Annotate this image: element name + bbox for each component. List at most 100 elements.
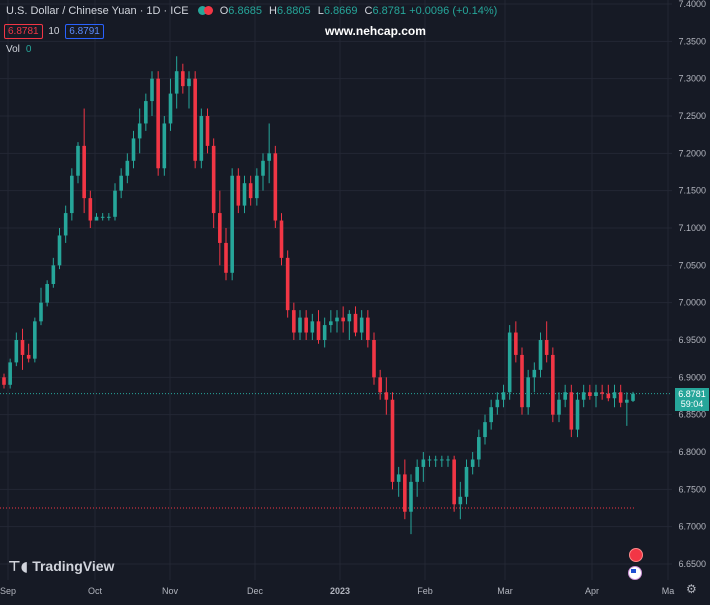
candle	[20, 328, 25, 370]
candle	[366, 310, 370, 348]
candle	[514, 321, 518, 363]
candle-body	[181, 71, 185, 87]
candle-body	[569, 392, 574, 430]
candle-body	[514, 332, 518, 355]
candle-body	[440, 459, 444, 461]
candle-body	[446, 459, 450, 461]
candle	[421, 452, 426, 482]
candle-body	[248, 183, 253, 199]
gear-icon[interactable]: ⚙	[686, 582, 697, 596]
candle	[569, 384, 574, 438]
candle-body	[606, 393, 611, 399]
candle-body	[2, 377, 6, 385]
candle	[205, 108, 210, 154]
candle	[501, 384, 506, 408]
candle	[588, 384, 592, 400]
candle-body	[458, 496, 463, 505]
candle	[544, 321, 549, 363]
candle-body	[470, 459, 475, 467]
candle-body	[390, 399, 395, 482]
candle-body	[464, 466, 469, 497]
buy-button[interactable]: 6.8791	[65, 24, 104, 39]
reference-lines	[0, 393, 672, 509]
candle-body	[285, 257, 290, 311]
candle-body	[8, 362, 12, 385]
candle-body	[292, 310, 296, 333]
alert-icon[interactable]	[629, 548, 643, 562]
candle-body	[588, 392, 592, 396]
candle	[347, 310, 352, 340]
candle-body	[137, 123, 142, 139]
candle	[181, 63, 185, 94]
y-tick-label: 6.9000	[678, 372, 706, 382]
candle-body	[433, 459, 438, 461]
delayed-data-icon[interactable]	[203, 6, 213, 15]
x-tick-label: Sep	[0, 586, 16, 596]
candle	[267, 123, 271, 184]
high-label: H	[269, 5, 277, 17]
candle	[100, 213, 105, 221]
candle	[137, 108, 142, 154]
candle-body	[304, 317, 308, 333]
candle-body	[575, 399, 580, 430]
candle	[446, 455, 450, 467]
high-value: 6.8805	[276, 5, 311, 17]
time-scale[interactable]: Sep Oct Nov Dec 2023 Feb Mar Apr Ma	[0, 586, 674, 596]
market-status-icon[interactable]	[197, 6, 207, 15]
candle-body	[396, 474, 401, 482]
candle	[261, 153, 265, 191]
candle-body	[359, 317, 364, 333]
symbol-title[interactable]: U.S. Dollar / Chinese Yuan · 1D · ICE	[6, 5, 189, 17]
candle-body	[33, 321, 37, 359]
y-tick-label: 7.3500	[678, 36, 706, 46]
candle	[33, 317, 37, 363]
candle-body	[45, 284, 49, 303]
chart-legend: U.S. Dollar / Chinese Yuan · 1D · ICE O6…	[6, 5, 497, 17]
watermark: www.nehcap.com	[325, 24, 426, 38]
candle	[8, 358, 12, 389]
candle-body	[14, 340, 19, 363]
candle	[304, 310, 308, 340]
candle	[310, 313, 315, 340]
candle	[174, 56, 179, 109]
x-tick-label: Apr	[585, 586, 599, 596]
candle	[119, 168, 123, 199]
y-tick-label: 6.8500	[678, 410, 706, 420]
candle-body	[218, 213, 222, 243]
candle	[384, 377, 389, 415]
volume-legend: Vol 0	[6, 44, 31, 55]
candle-body	[520, 354, 524, 408]
candle	[612, 384, 617, 408]
candle-body	[495, 399, 500, 408]
price-scale[interactable]: 7.4000 7.3500 7.3000 7.2500 7.2000 7.1500 7.10…	[678, 0, 706, 569]
us-flag-icon[interactable]	[628, 566, 642, 580]
candle	[279, 213, 284, 266]
candle-body	[76, 145, 80, 176]
low-value: 6.8669	[323, 5, 358, 17]
candle-body	[384, 392, 389, 400]
candle	[255, 168, 259, 206]
candle-body	[489, 407, 493, 423]
candle	[594, 384, 598, 408]
candle	[70, 168, 74, 221]
candle	[489, 399, 493, 430]
candle	[581, 384, 586, 408]
candle-body	[310, 321, 315, 333]
candle	[415, 459, 419, 497]
y-tick-label: 7.0500	[678, 260, 706, 270]
candle	[88, 190, 93, 228]
close-value: 6.8781	[372, 5, 407, 17]
tradingview-logo[interactable]: ⊤◖ TradingView	[8, 558, 114, 575]
candle	[440, 455, 444, 467]
candle	[316, 310, 321, 344]
candle	[625, 392, 629, 426]
candle	[187, 71, 191, 109]
sell-button[interactable]: 6.8781	[4, 24, 43, 39]
candle-body	[255, 175, 259, 199]
candle-body	[625, 399, 629, 403]
candle-body	[618, 392, 623, 403]
x-tick-label: 2023	[330, 586, 350, 596]
x-tick-label: Feb	[417, 586, 433, 596]
